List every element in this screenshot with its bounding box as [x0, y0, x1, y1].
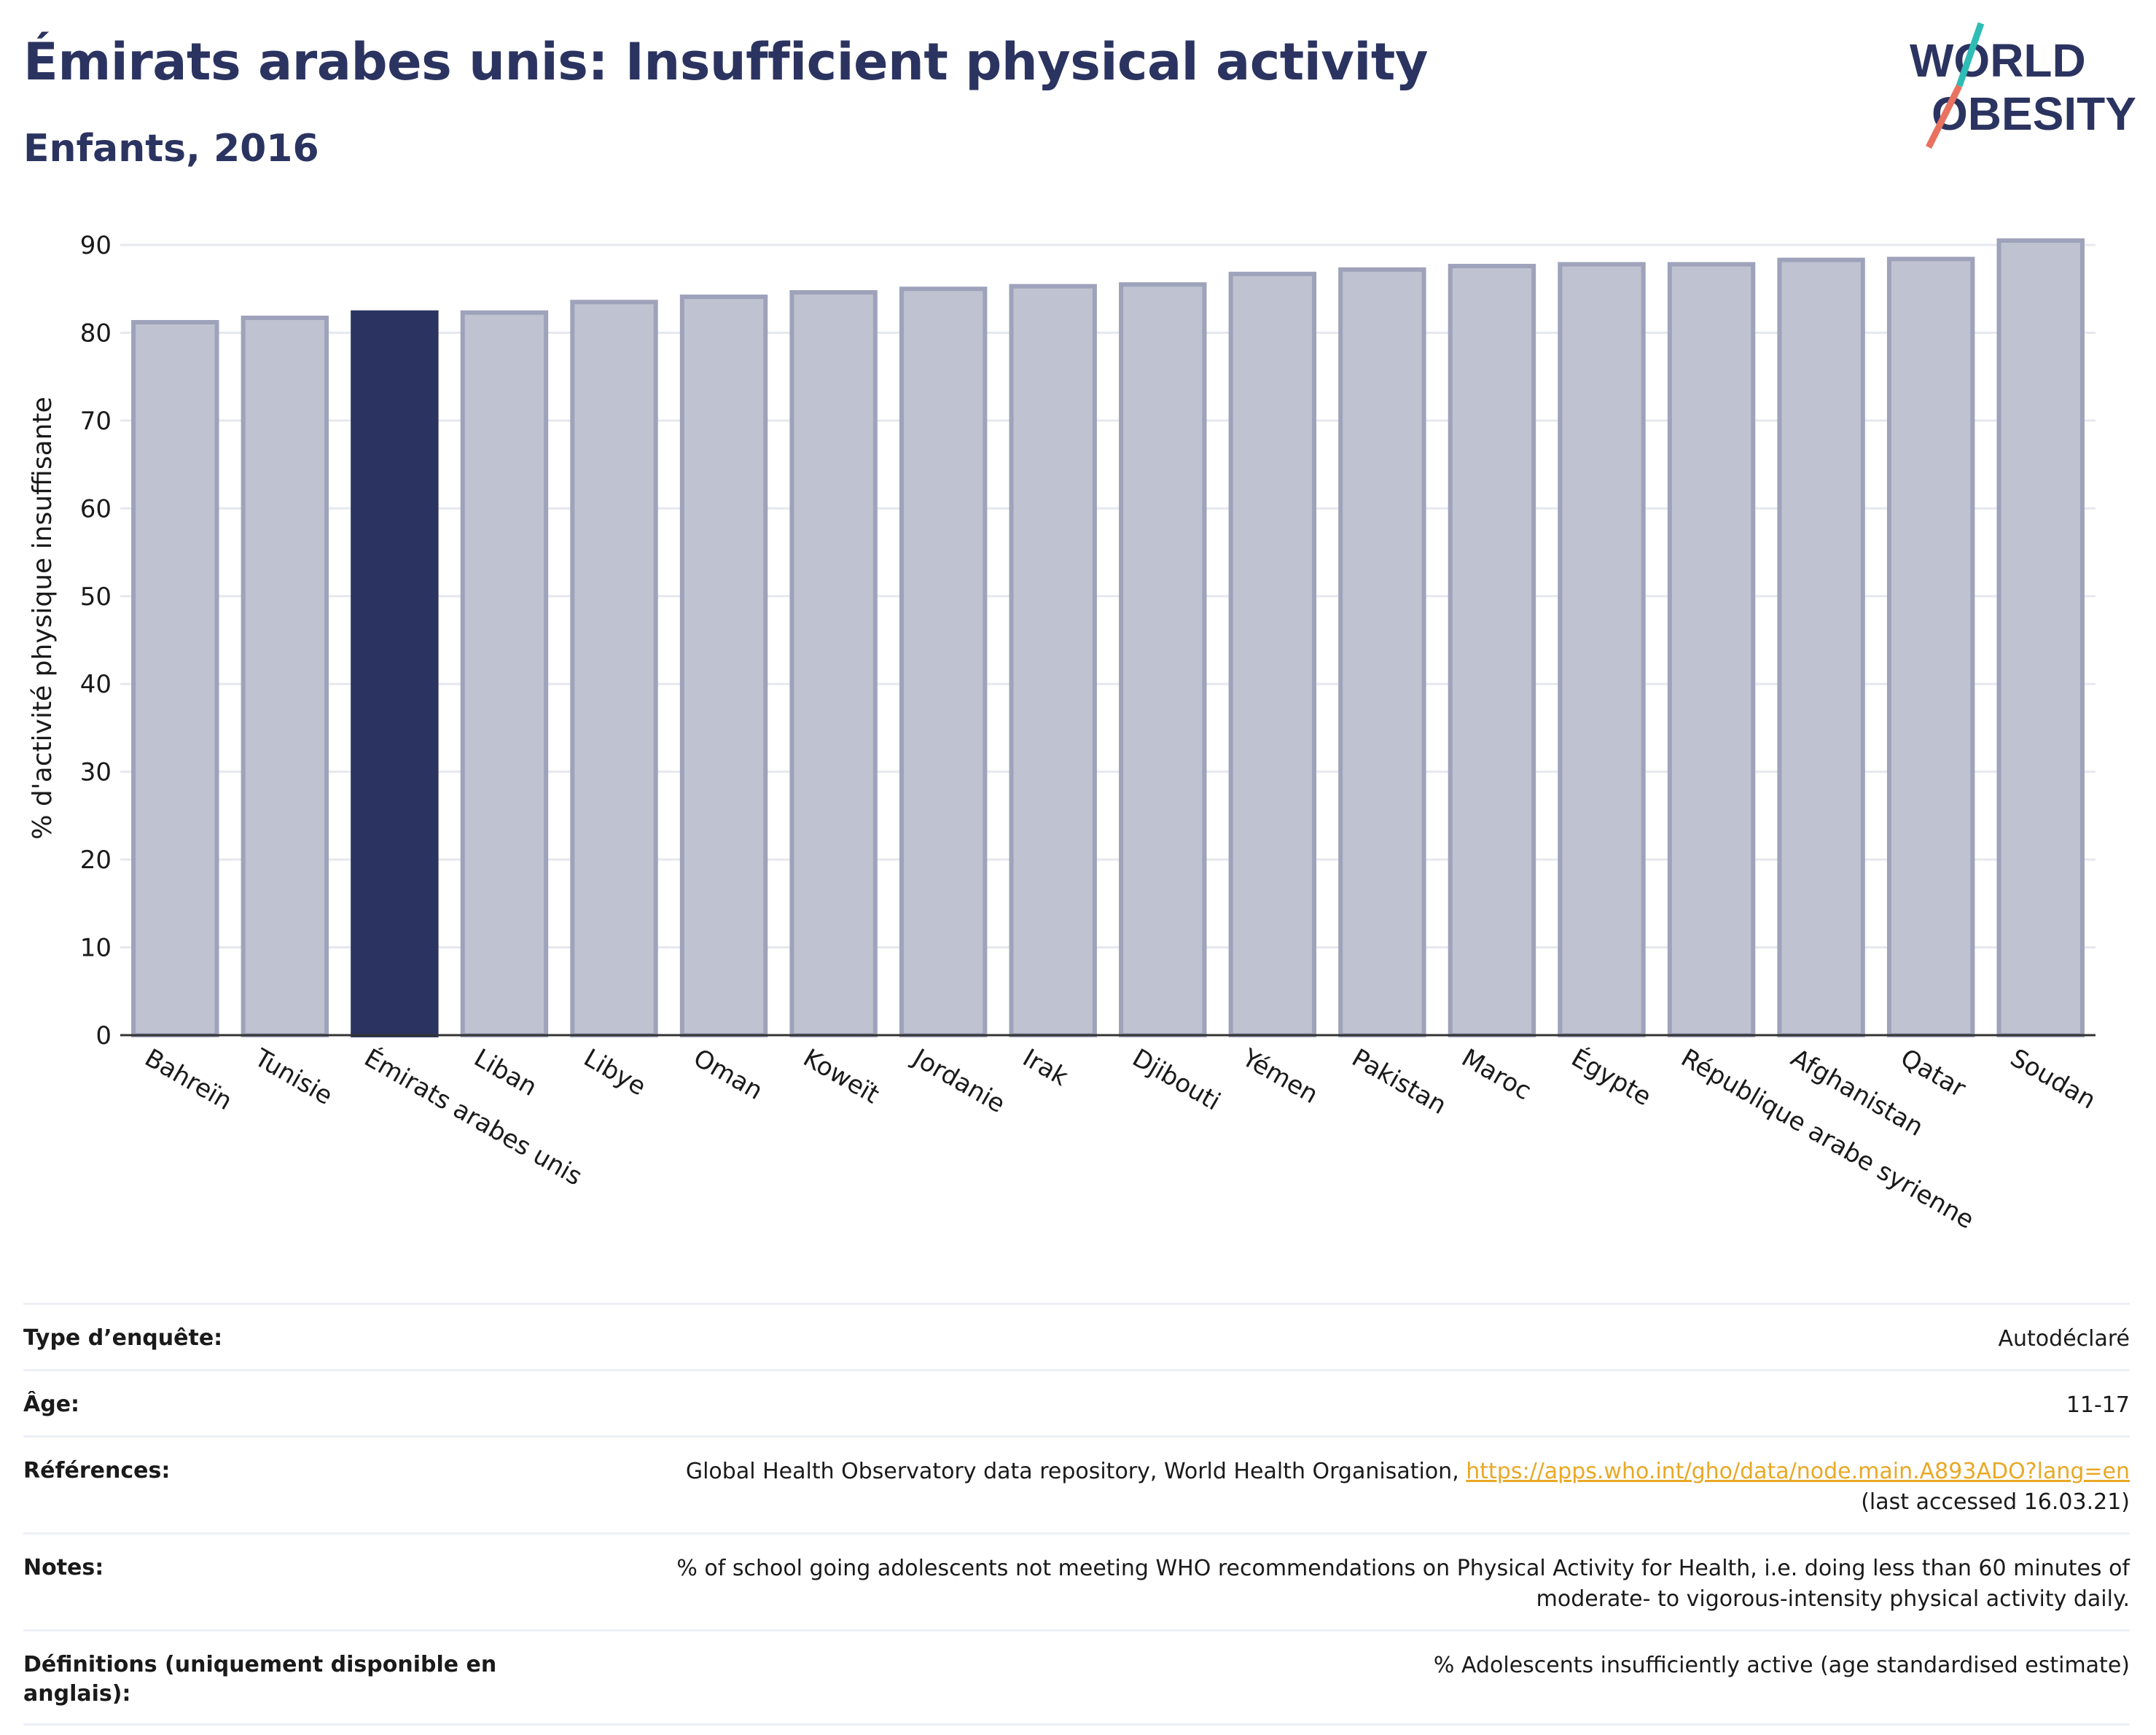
info-row-notes: Notes: % of school going adolescents not…: [23, 1532, 2130, 1629]
info-row-definitions: Définitions (uniquement disponible en an…: [23, 1629, 2130, 1726]
y-tick-label: 70: [80, 407, 112, 436]
x-tick-label: Oman: [689, 1043, 768, 1106]
info-label: Références:: [23, 1458, 171, 1483]
bar: [1558, 262, 1646, 1037]
x-tick-label: Djibouti: [1128, 1043, 1225, 1117]
notes-line2: moderate- to vigorous-intensity physical…: [1536, 1586, 2130, 1612]
bar: [1667, 262, 1756, 1037]
info-value: Autodéclaré: [1998, 1326, 2130, 1352]
info-value: 11-17: [2066, 1392, 2130, 1418]
x-tick-label: Liban: [469, 1043, 542, 1102]
logo-coral-slash: [1925, 84, 1963, 149]
x-tick-label: Tunisie: [249, 1043, 337, 1111]
bar: [1886, 257, 1975, 1037]
x-tick-label: Soudan: [2005, 1043, 2101, 1115]
info-label: Définitions (uniquement disponible en an…: [23, 1652, 497, 1707]
x-tick-label: Qatar: [1896, 1043, 1971, 1104]
y-tick-label: 0: [95, 1021, 112, 1050]
x-tick-label: Libye: [579, 1043, 651, 1102]
bar: [1996, 238, 2085, 1037]
x-tick-label: Maroc: [1456, 1043, 1536, 1106]
info-row-age: Âge: 11-17: [23, 1369, 2130, 1435]
info-label: Âge:: [23, 1392, 80, 1417]
bar: [679, 295, 768, 1038]
bar: [1448, 263, 1536, 1038]
grid-lines: [120, 243, 2096, 949]
y-tick-label: 10: [80, 934, 112, 963]
page-title: Émirats arabes unis: Insufficient physic…: [23, 32, 1428, 92]
y-tick-label: 40: [80, 670, 112, 699]
y-tick-label: 30: [80, 758, 112, 787]
bar: [131, 319, 219, 1038]
page-subtitle: Enfants, 2016: [23, 127, 319, 171]
bars: [131, 238, 2085, 1038]
x-tick-label: Yémen: [1236, 1043, 1323, 1110]
logo-line2: OBESITY: [1932, 87, 2136, 140]
notes-line1: % of school going adolescents not meetin…: [676, 1556, 2130, 1581]
bar: [789, 290, 878, 1038]
bar: [570, 300, 658, 1037]
bar: [1338, 267, 1426, 1037]
x-tick-label: Pakistan: [1347, 1043, 1451, 1120]
bar: [1119, 282, 1207, 1038]
bar: [241, 315, 329, 1038]
info-label: Notes:: [23, 1555, 104, 1580]
y-tick-label: 80: [80, 319, 112, 348]
x-tick-label: Jordanie: [907, 1042, 1010, 1119]
x-tick-label: Bahreïn: [140, 1043, 237, 1116]
y-tick-label: 20: [80, 846, 112, 875]
x-tick-label: Koweït: [798, 1043, 884, 1110]
y-tick-label: 60: [80, 494, 112, 523]
info-value: % of school going adolescents not meetin…: [504, 1553, 2130, 1615]
bar: [1009, 284, 1097, 1037]
bar: [1777, 257, 1865, 1037]
bar-chart: 0 10 20 30 40 50 60 70 80 90 Bahreïn Tunisie Émirat…: [28, 231, 2101, 1235]
y-axis-label: % d'activité physique insuffisante: [28, 397, 58, 839]
world-obesity-logo: WORLD OBESITY: [1910, 22, 2136, 149]
y-tick-label: 50: [80, 582, 112, 612]
y-tick-label: 90: [80, 231, 112, 260]
reference-link[interactable]: https://apps.who.int/gho/data/node.main.…: [1466, 1459, 2130, 1484]
bar: [351, 310, 439, 1037]
reference-text: Global Health Observatory data repositor…: [685, 1459, 1466, 1484]
info-value: % Adolescents insufficiently active (age…: [1433, 1653, 2130, 1678]
bar: [899, 286, 988, 1037]
info-row-survey-type: Type d’enquête: Autodéclaré: [23, 1303, 2130, 1369]
info-row-references: Références: Global Health Observatory da…: [23, 1435, 2130, 1532]
logo-teal-slash: [1956, 22, 1985, 87]
x-tick-label: Égypte: [1566, 1042, 1657, 1112]
logo-line1: WORLD: [1910, 34, 2086, 87]
bar: [1228, 271, 1317, 1037]
info-value: Global Health Observatory data repositor…: [504, 1457, 2130, 1518]
info-table: Type d’enquête: Autodéclaré Âge: 11-17 R…: [23, 1303, 2130, 1726]
x-tick-label: Irak: [1018, 1043, 1073, 1092]
bar: [460, 310, 549, 1037]
reference-accessed: (last accessed 16.03.21): [1861, 1489, 2130, 1515]
y-tick-labels: 0 10 20 30 40 50 60 70 80 90: [80, 231, 112, 1050]
info-label: Type d’enquête:: [23, 1325, 223, 1351]
